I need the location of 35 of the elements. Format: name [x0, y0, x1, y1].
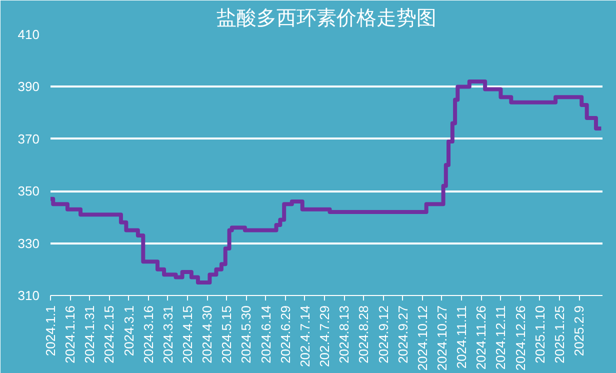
x-tick-label: 2024.1.31 — [82, 305, 98, 364]
x-tick-label: 2024.6.14 — [258, 305, 274, 364]
y-tick-label: 390 — [18, 79, 40, 94]
x-tick-label: 2024.1.1 — [43, 305, 58, 356]
x-tick-label: 2024.9.27 — [395, 305, 410, 364]
x-tick-label: 2025.1.10 — [532, 305, 548, 364]
x-tick-label: 2024.2.15 — [102, 305, 117, 364]
chart-title: 盐酸多西环素价格走势图 — [216, 8, 436, 30]
x-tick-label: 2024.10.27 — [434, 305, 450, 371]
x-tick-label: 2024.3.31 — [160, 305, 176, 364]
y-tick-label: 310 — [18, 288, 40, 303]
y-tick-label: 350 — [18, 184, 40, 199]
x-tick-label: 2024.10.12 — [414, 305, 430, 371]
x-tick-label: 2024.5.15 — [219, 305, 234, 364]
x-tick-label: 202.4.7.29 — [317, 305, 332, 367]
y-tick-label: 370 — [18, 131, 40, 146]
x-tick-label: 2024.12.26 — [512, 305, 528, 371]
x-tick-label: 2025.1.25 — [552, 305, 567, 364]
x-tick-label: 2024.6.29 — [278, 305, 293, 364]
x-tick-label: 2024.1.16 — [62, 305, 78, 364]
x-tick-label: 2025.2.9 — [572, 305, 587, 356]
x-tick-label: 2024.9.12 — [376, 305, 391, 364]
x-tick-label: 2024.8.28 — [356, 305, 372, 364]
x-tick-label: 2024.3.1 — [121, 305, 136, 356]
x-tick-label: 202.4.7.14 — [297, 305, 312, 367]
x-tick-label: 2024.3.16 — [140, 305, 156, 364]
y-tick-label: 330 — [18, 236, 40, 251]
x-tick-label: 2024.8.13 — [336, 305, 352, 364]
x-tick-label: 2024.5.30 — [238, 305, 254, 364]
x-tick-label: 2024.4.30 — [200, 305, 215, 364]
x-tick-label: 2024.12.11 — [493, 305, 508, 370]
x-tick-label: 2024.11.26 — [474, 305, 489, 370]
y-tick-label: 410 — [18, 27, 40, 42]
x-tick-label: 2024.11.11 — [454, 305, 470, 369]
x-tick-label: 2024.4.15 — [180, 305, 196, 364]
